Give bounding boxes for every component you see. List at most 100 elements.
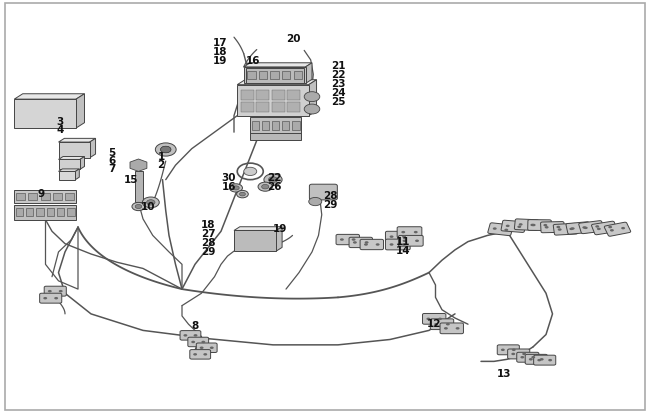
- Text: 7: 7: [108, 164, 116, 174]
- Circle shape: [519, 223, 523, 225]
- FancyBboxPatch shape: [360, 240, 384, 249]
- Bar: [272, 121, 280, 130]
- Circle shape: [202, 341, 205, 343]
- Text: 23: 23: [331, 79, 345, 89]
- Text: 29: 29: [323, 200, 337, 210]
- Circle shape: [364, 243, 368, 246]
- Circle shape: [44, 297, 47, 299]
- Circle shape: [426, 318, 430, 320]
- Polygon shape: [58, 157, 84, 159]
- Polygon shape: [80, 157, 84, 169]
- Bar: [237, 85, 309, 116]
- Text: 5: 5: [108, 148, 116, 158]
- Bar: [294, 71, 302, 79]
- Circle shape: [402, 240, 406, 242]
- Circle shape: [444, 327, 448, 330]
- Text: 14: 14: [396, 246, 410, 256]
- Circle shape: [402, 243, 406, 246]
- Circle shape: [558, 228, 562, 231]
- Bar: [240, 90, 254, 100]
- Polygon shape: [58, 138, 96, 142]
- Bar: [256, 90, 269, 100]
- Text: 4: 4: [56, 125, 64, 135]
- Circle shape: [569, 228, 573, 230]
- Circle shape: [540, 358, 543, 361]
- Circle shape: [200, 347, 203, 349]
- Bar: [240, 102, 254, 112]
- Text: 15: 15: [124, 175, 138, 185]
- Polygon shape: [14, 94, 84, 99]
- FancyBboxPatch shape: [488, 223, 514, 235]
- Circle shape: [530, 224, 534, 226]
- Circle shape: [501, 349, 505, 351]
- Circle shape: [135, 204, 142, 209]
- FancyBboxPatch shape: [44, 286, 66, 296]
- Circle shape: [261, 184, 269, 189]
- FancyBboxPatch shape: [385, 239, 410, 250]
- FancyBboxPatch shape: [196, 343, 217, 353]
- Bar: [256, 102, 269, 112]
- Bar: [234, 230, 276, 251]
- Bar: [272, 102, 285, 112]
- Bar: [272, 90, 285, 100]
- Circle shape: [203, 353, 207, 356]
- Bar: [14, 205, 76, 220]
- Circle shape: [304, 104, 320, 114]
- Circle shape: [268, 177, 278, 183]
- Circle shape: [556, 226, 560, 228]
- Circle shape: [132, 202, 145, 211]
- Circle shape: [621, 227, 625, 229]
- Text: 8: 8: [191, 321, 199, 331]
- Circle shape: [415, 240, 419, 242]
- Circle shape: [512, 349, 515, 351]
- Bar: [250, 117, 301, 134]
- Text: 28: 28: [201, 238, 215, 248]
- Bar: [47, 208, 54, 216]
- Circle shape: [434, 323, 438, 325]
- FancyBboxPatch shape: [541, 221, 564, 233]
- Circle shape: [584, 227, 588, 229]
- Circle shape: [529, 358, 533, 361]
- Circle shape: [352, 238, 356, 241]
- Bar: [252, 121, 259, 130]
- Circle shape: [538, 359, 541, 361]
- FancyBboxPatch shape: [497, 345, 519, 355]
- FancyBboxPatch shape: [309, 184, 337, 200]
- Text: 18: 18: [213, 47, 227, 57]
- FancyBboxPatch shape: [349, 237, 372, 247]
- Bar: [135, 171, 143, 202]
- Bar: [26, 208, 33, 216]
- Circle shape: [446, 323, 450, 325]
- Circle shape: [376, 243, 380, 246]
- Circle shape: [258, 182, 272, 191]
- Text: 20: 20: [287, 34, 301, 44]
- Bar: [66, 193, 74, 200]
- Text: 3: 3: [56, 117, 64, 127]
- Circle shape: [571, 227, 575, 230]
- Bar: [292, 121, 300, 130]
- FancyBboxPatch shape: [190, 349, 211, 359]
- Circle shape: [142, 197, 159, 208]
- FancyBboxPatch shape: [525, 354, 547, 364]
- Bar: [16, 193, 25, 200]
- Text: 10: 10: [141, 202, 155, 211]
- FancyBboxPatch shape: [440, 323, 463, 334]
- Circle shape: [493, 227, 497, 230]
- Bar: [29, 193, 37, 200]
- Circle shape: [48, 290, 52, 292]
- Bar: [57, 208, 64, 216]
- Bar: [287, 102, 300, 112]
- FancyBboxPatch shape: [336, 234, 359, 244]
- Circle shape: [506, 225, 510, 227]
- FancyBboxPatch shape: [592, 221, 618, 235]
- Text: 28: 28: [323, 191, 337, 201]
- Circle shape: [456, 327, 460, 330]
- Circle shape: [548, 359, 552, 361]
- Circle shape: [401, 231, 405, 233]
- Text: 12: 12: [427, 319, 441, 329]
- Polygon shape: [276, 227, 282, 251]
- Circle shape: [353, 241, 357, 244]
- FancyBboxPatch shape: [553, 223, 578, 235]
- Circle shape: [193, 353, 197, 356]
- Bar: [259, 71, 267, 79]
